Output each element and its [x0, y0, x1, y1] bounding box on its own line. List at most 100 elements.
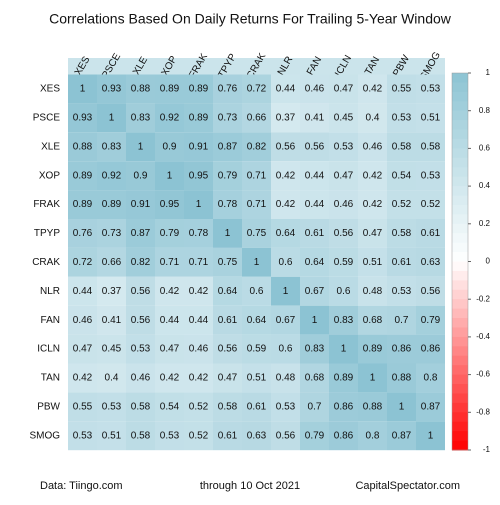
heat-cell — [329, 363, 358, 393]
cell-label: 0.51 — [102, 430, 122, 441]
cell-label: 0.47 — [160, 344, 180, 355]
heat-cell — [300, 421, 329, 451]
cell-label: 0.72 — [73, 257, 93, 268]
cell-label: 0.83 — [334, 315, 354, 326]
cell-label: 0.95 — [160, 199, 180, 210]
heat-cell — [416, 276, 445, 306]
cell-label: 0.56 — [131, 286, 151, 297]
heat-cell — [213, 334, 242, 364]
cell-label: 0.53 — [421, 170, 441, 181]
heat-cell — [68, 392, 97, 422]
heat-cell — [242, 276, 271, 306]
colorbar-label: 0.6 — [479, 144, 491, 153]
heat-cell — [184, 74, 213, 104]
row-label: XLE — [41, 141, 60, 152]
heat-cell — [155, 132, 184, 162]
colorbar-step — [452, 129, 468, 140]
heat-cell — [68, 363, 97, 393]
heat-cell — [97, 276, 126, 306]
cell-label: 0.64 — [276, 228, 296, 239]
cell-label: 0.56 — [276, 430, 296, 441]
cell-label: 0.72 — [247, 84, 267, 95]
heat-cell — [242, 334, 271, 364]
heat-cell — [184, 392, 213, 422]
colorbar-step — [452, 346, 468, 357]
heat-cell — [97, 305, 126, 335]
heat-cell — [416, 132, 445, 162]
heat-cell — [155, 74, 184, 104]
colorbar-label: 0.2 — [479, 219, 491, 228]
cell-label: 0.53 — [392, 112, 412, 123]
heat-cell — [358, 103, 387, 133]
colorbar-label: -1 — [483, 445, 491, 454]
colorbar-step — [452, 431, 468, 442]
cell-label: 0.86 — [392, 344, 412, 355]
heat-cell — [126, 276, 155, 306]
heat-cell — [271, 276, 300, 306]
colorbar-step — [452, 327, 468, 338]
cell-label: 0.87 — [218, 141, 238, 152]
cell-label: 0.87 — [131, 228, 151, 239]
cell-label: 0.42 — [160, 286, 180, 297]
cell-label: 0.45 — [334, 112, 354, 123]
cell-label: 0.73 — [218, 112, 238, 123]
heat-cell — [300, 190, 329, 219]
colorbar-label: 0 — [486, 257, 491, 266]
row-label: CRAK — [32, 257, 60, 268]
heat-cell — [126, 161, 155, 191]
heat-cell — [271, 334, 300, 364]
heat-cell — [416, 161, 445, 191]
colorbar-step — [452, 270, 468, 281]
heat-cell — [97, 334, 126, 364]
heat-cell — [126, 74, 155, 104]
heat-cell — [68, 190, 97, 219]
heat-cell — [387, 334, 416, 364]
heat-cell — [184, 363, 213, 393]
heat-cell — [300, 132, 329, 162]
heat-cell — [68, 219, 97, 248]
cell-label: 0.61 — [421, 228, 441, 239]
cell-label: 0.92 — [102, 170, 122, 181]
cell-label: 0.53 — [73, 430, 93, 441]
heat-cell — [329, 74, 358, 104]
cell-label: 0.8 — [424, 373, 438, 384]
heat-cell — [416, 103, 445, 133]
heat-cell — [387, 103, 416, 133]
cell-label: 0.95 — [189, 170, 209, 181]
cell-label: 0.47 — [218, 373, 238, 384]
colorbar-step — [452, 91, 468, 102]
cell-label: 0.7 — [308, 401, 322, 412]
heat-cell — [126, 190, 155, 219]
cell-label: 0.53 — [131, 344, 151, 355]
cell-label: 0.63 — [421, 257, 441, 268]
cell-label: 0.54 — [160, 401, 180, 412]
heat-cell — [329, 421, 358, 451]
heat-cell — [300, 219, 329, 248]
colorbar-step — [452, 157, 468, 168]
cell-label: 0.92 — [160, 112, 180, 123]
cell-label: 0.89 — [334, 373, 354, 384]
heat-cell — [184, 276, 213, 306]
colorbar-step — [452, 355, 468, 366]
cell-label: 1 — [341, 344, 347, 355]
heat-cell — [242, 74, 271, 104]
row-label: ICLN — [37, 344, 60, 355]
heat-cell — [213, 161, 242, 191]
cell-label: 0.53 — [102, 401, 122, 412]
heat-cell — [387, 363, 416, 393]
colorbar-step — [452, 110, 468, 121]
cell-label: 0.58 — [392, 228, 412, 239]
cell-label: 0.64 — [218, 286, 238, 297]
cell-label: 0.9 — [163, 141, 177, 152]
cell-label: 0.46 — [189, 344, 209, 355]
footer-date: through 10 Oct 2021 — [200, 480, 300, 492]
heat-cell — [329, 161, 358, 191]
cell-label: 0.79 — [218, 170, 238, 181]
heat-cell — [242, 103, 271, 133]
heat-cell — [184, 132, 213, 162]
cell-label: 0.53 — [276, 401, 296, 412]
heat-cell — [387, 74, 416, 104]
heat-cell — [300, 363, 329, 393]
colorbar-label: -0.6 — [476, 370, 490, 379]
heat-cell — [329, 132, 358, 162]
